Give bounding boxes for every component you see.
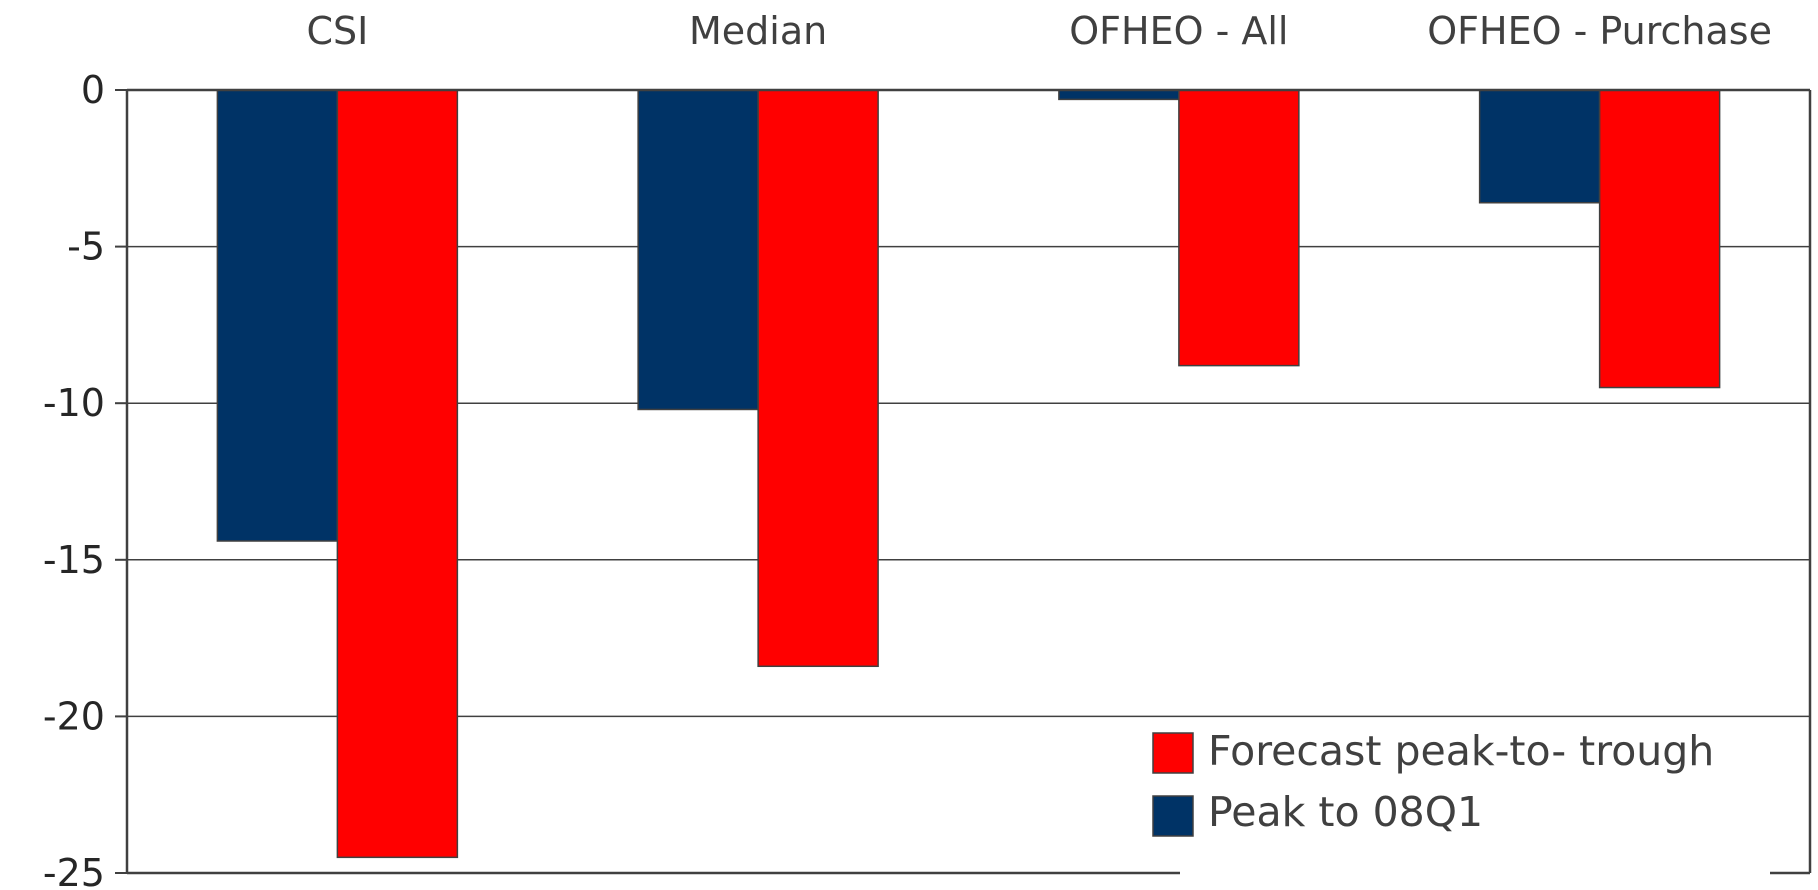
y-tick-label: 0 <box>81 68 105 112</box>
bar-forecast-0 <box>336 89 459 859</box>
legend: Forecast peak-to- trough Peak to 08Q1 <box>1152 720 1770 875</box>
y-tick-label: -5 <box>67 225 105 269</box>
category-labels: CSI Median OFHEO - All OFHEO - Purchase <box>306 9 1772 53</box>
y-tick-label: -20 <box>43 694 105 738</box>
bar-peak-to-08q1-2 <box>1058 89 1180 101</box>
bar-peak-to-08q1-3 <box>1478 89 1601 204</box>
category-label: Median <box>689 9 827 53</box>
y-tick-label: -15 <box>43 538 105 582</box>
bar-forecast-3 <box>1598 89 1721 389</box>
bar-peak-to-08q1-1 <box>637 89 759 411</box>
legend-label-peak: Peak to 08Q1 <box>1208 788 1483 836</box>
legend-swatch-peak <box>1152 795 1194 837</box>
category-label: OFHEO - All <box>1069 9 1288 53</box>
legend-background <box>1180 720 1770 875</box>
y-tick-labels: 0 -5 -10 -15 -20 -25 <box>43 68 105 890</box>
legend-swatch-forecast <box>1152 732 1194 774</box>
bar-forecast-2 <box>1178 89 1300 367</box>
legend-label-forecast: Forecast peak-to- trough <box>1208 727 1714 775</box>
category-label: OFHEO - Purchase <box>1427 9 1772 53</box>
bar-forecast-1 <box>757 89 879 668</box>
category-label: CSI <box>306 9 368 53</box>
bars <box>216 89 1721 859</box>
bar-peak-to-08q1-0 <box>216 89 339 542</box>
y-tick-label: -25 <box>43 851 105 890</box>
y-tick-label: -10 <box>43 381 105 425</box>
